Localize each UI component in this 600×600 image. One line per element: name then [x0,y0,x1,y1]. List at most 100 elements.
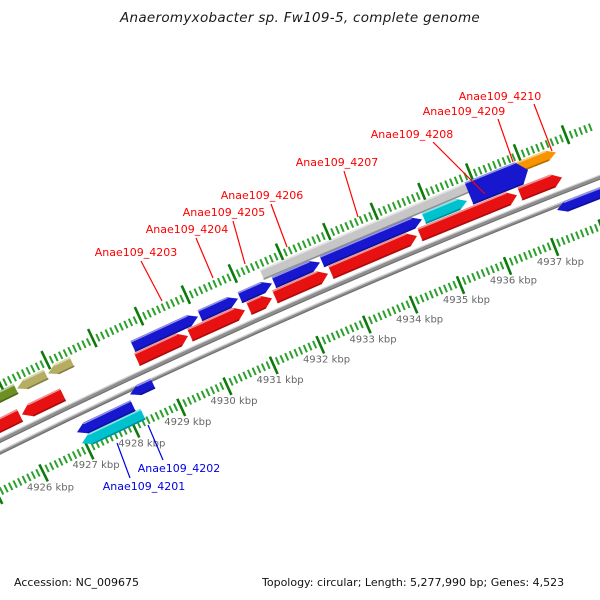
minor-tick [492,160,497,170]
minor-tick [297,242,303,251]
gene-arrow-bevel [237,282,262,294]
gene-arrow-bevel [92,418,146,445]
minor-tick [458,174,464,183]
gene-arrow-bevel [140,387,156,396]
minor-tick [444,180,450,189]
minor-tick [242,371,248,380]
gene-label-Anae109_4208: Anae109_4208 [371,128,454,141]
minor-tick [334,225,340,235]
gene-arrow-bevel [0,384,15,393]
minor-tick [424,292,430,301]
kbp-labels: 4926 kbp 4927 kbp 4928 kbp 4929 kbp 4930 kbp… [27,257,584,493]
minor-tick [99,331,106,340]
minor-tick [339,328,346,337]
gene-arrow-ringC-red-2 [187,307,245,342]
gene-arrow-bevel [509,150,547,167]
minor-tick [113,324,120,333]
major-tick [560,124,571,145]
backbone-arc [0,174,600,444]
minor-tick [49,462,55,471]
minor-tick [21,475,27,484]
gene-arrow-ringA-olive-2 [48,357,75,375]
minor-tick [109,327,115,336]
minor-tick [578,126,584,136]
gene-arrow-Anae109_4201 [82,408,146,445]
minor-tick [496,158,502,168]
minor-tick [321,336,327,345]
minor-tick [452,280,458,289]
major-tick [417,182,428,202]
gene-arrow-bevel [0,392,19,403]
minor-tick [274,356,280,366]
minor-tick [81,340,87,349]
minor-tick [34,362,41,371]
minor-tick [202,283,209,293]
minor-tick [535,143,540,152]
gene-arrow-bevel [259,182,467,272]
minor-tick [81,446,87,455]
minor-tick [428,290,434,299]
gene-arrow-bevel [191,319,240,342]
minor-tick [527,249,533,259]
minor-tick [284,352,290,361]
minor-tick [273,252,279,261]
gene-arrow-bevel [245,295,262,304]
minor-tick [256,365,262,374]
major-tick [38,463,49,482]
minor-tick [165,301,171,310]
kbp-label: 4927 kbp [72,460,119,471]
minor-tick [127,318,134,327]
minor-tick [330,227,336,237]
minor-tick [174,296,180,305]
kbp-label: 4926 kbp [27,482,74,493]
minor-tick [442,284,448,293]
minor-tick [575,231,580,240]
minor-tick [475,271,481,280]
minor-tick [20,369,27,378]
minor-tick [302,344,308,353]
minor-tick [499,261,505,270]
gene-label-leader [432,141,486,195]
accession-text: Accession: NC_009675 [14,576,140,589]
minor-tick [216,277,223,286]
major-tick [227,263,239,284]
minor-tick [288,350,294,359]
minor-tick [415,192,421,201]
minor-tick [76,448,82,457]
minor-tick [287,246,293,255]
gene-arrow-bevel [563,187,600,203]
minor-tick [196,392,202,401]
major-tick [408,295,419,314]
gene-label-leader [533,103,553,152]
gene-arrow-bevel [0,420,24,433]
minor-tick [168,405,174,414]
minor-tick [368,316,374,325]
minor-tick [159,409,165,418]
minor-tick [301,240,307,249]
kbp-label: 4937 kbp [537,257,584,268]
minor-tick [344,326,350,335]
minor-tick [254,260,260,270]
gene-label-Anae109_4202: Anae109_4202 [138,462,221,475]
minor-tick [344,221,350,231]
minor-tick [172,403,179,412]
minor-tick [518,253,524,262]
minor-tick [58,351,64,360]
gene-label-leader [116,442,131,479]
minor-tick [260,363,267,372]
minor-tick [377,207,383,216]
gene-arrow-bevel [197,297,228,312]
minor-tick [200,390,206,399]
minor-tick [433,288,439,297]
minor-tick [559,134,564,143]
minor-tick [339,223,345,233]
gene-arrow-bevel [327,233,407,268]
major-tick [361,315,372,334]
kbp-label: 4935 kbp [443,295,490,306]
minor-tick [282,248,288,257]
gene-arrow-bevel [319,217,412,258]
minor-tick [539,141,545,151]
minor-tick [487,162,493,171]
major-tick [84,441,95,460]
